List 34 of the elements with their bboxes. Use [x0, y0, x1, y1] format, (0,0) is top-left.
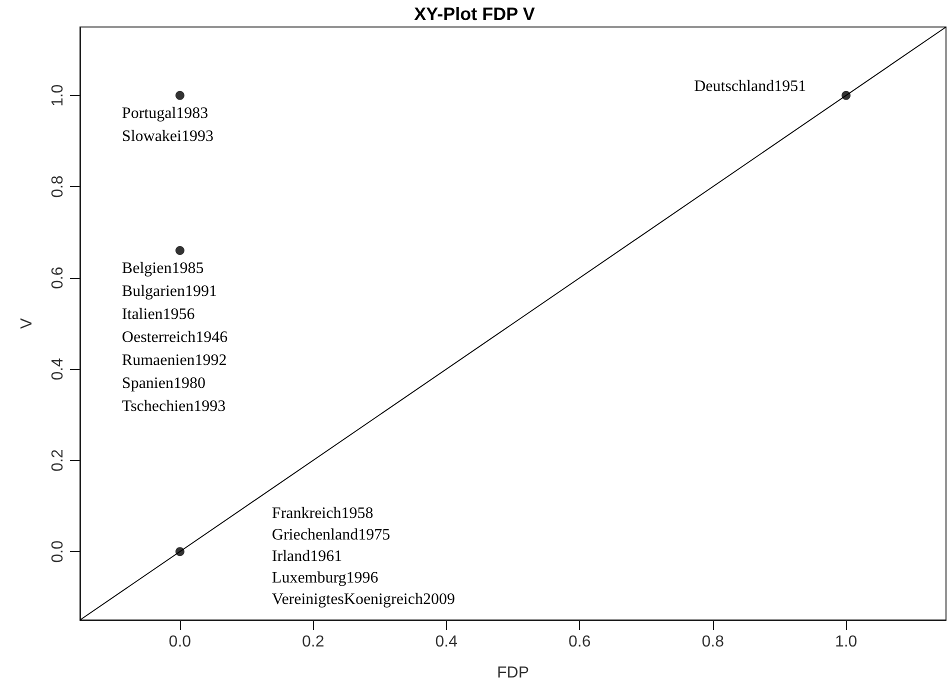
y-tick-label: 0.6 [50, 266, 66, 290]
annotation: Deutschland1951 [694, 78, 806, 95]
x-axis-title: FDP [497, 664, 529, 682]
chart-title: XY-Plot FDP V [414, 4, 535, 24]
annotation: Frankreich1958 [272, 505, 374, 522]
annotation: Portugal1983 [122, 104, 208, 122]
x-tick-label: 1.0 [834, 634, 858, 650]
annotation: Rumaenien1992 [122, 352, 227, 370]
x-tick-label: 0.2 [302, 634, 324, 650]
annotation: Spanien1980 [122, 375, 206, 392]
annotation: Bulgarien1991 [122, 283, 218, 300]
y-axis-title: V [18, 318, 36, 329]
annotation: Oesterreich1946 [122, 329, 228, 346]
y-tick-label: 0.8 [50, 175, 66, 198]
annotation: Tschechien1993 [122, 398, 226, 416]
point [175, 246, 184, 256]
y-tick-label: 0.2 [50, 449, 66, 472]
annotation: Slowakei1993 [122, 128, 214, 145]
point [175, 90, 184, 100]
annotation: VereinigtesKoenigreich2009 [272, 591, 455, 608]
x-tick-label: 0.8 [702, 634, 724, 650]
annotation: Irland1961 [272, 548, 342, 566]
y-tick-label: 0.0 [50, 540, 66, 563]
y-tick-label: 1.0 [50, 84, 66, 107]
y-tick-label: 0.4 [50, 358, 66, 380]
annotation: Italien1956 [122, 306, 195, 324]
point [175, 547, 184, 556]
annotation: Belgien1985 [122, 260, 204, 278]
x-tick-label: 0.6 [568, 634, 591, 650]
x-tick-label: 0.4 [435, 634, 458, 650]
x-tick-label: 0.0 [168, 634, 192, 650]
point [842, 90, 851, 100]
annotation: Griechenland1975 [272, 526, 390, 544]
annotation: Luxemburg1996 [272, 570, 378, 587]
